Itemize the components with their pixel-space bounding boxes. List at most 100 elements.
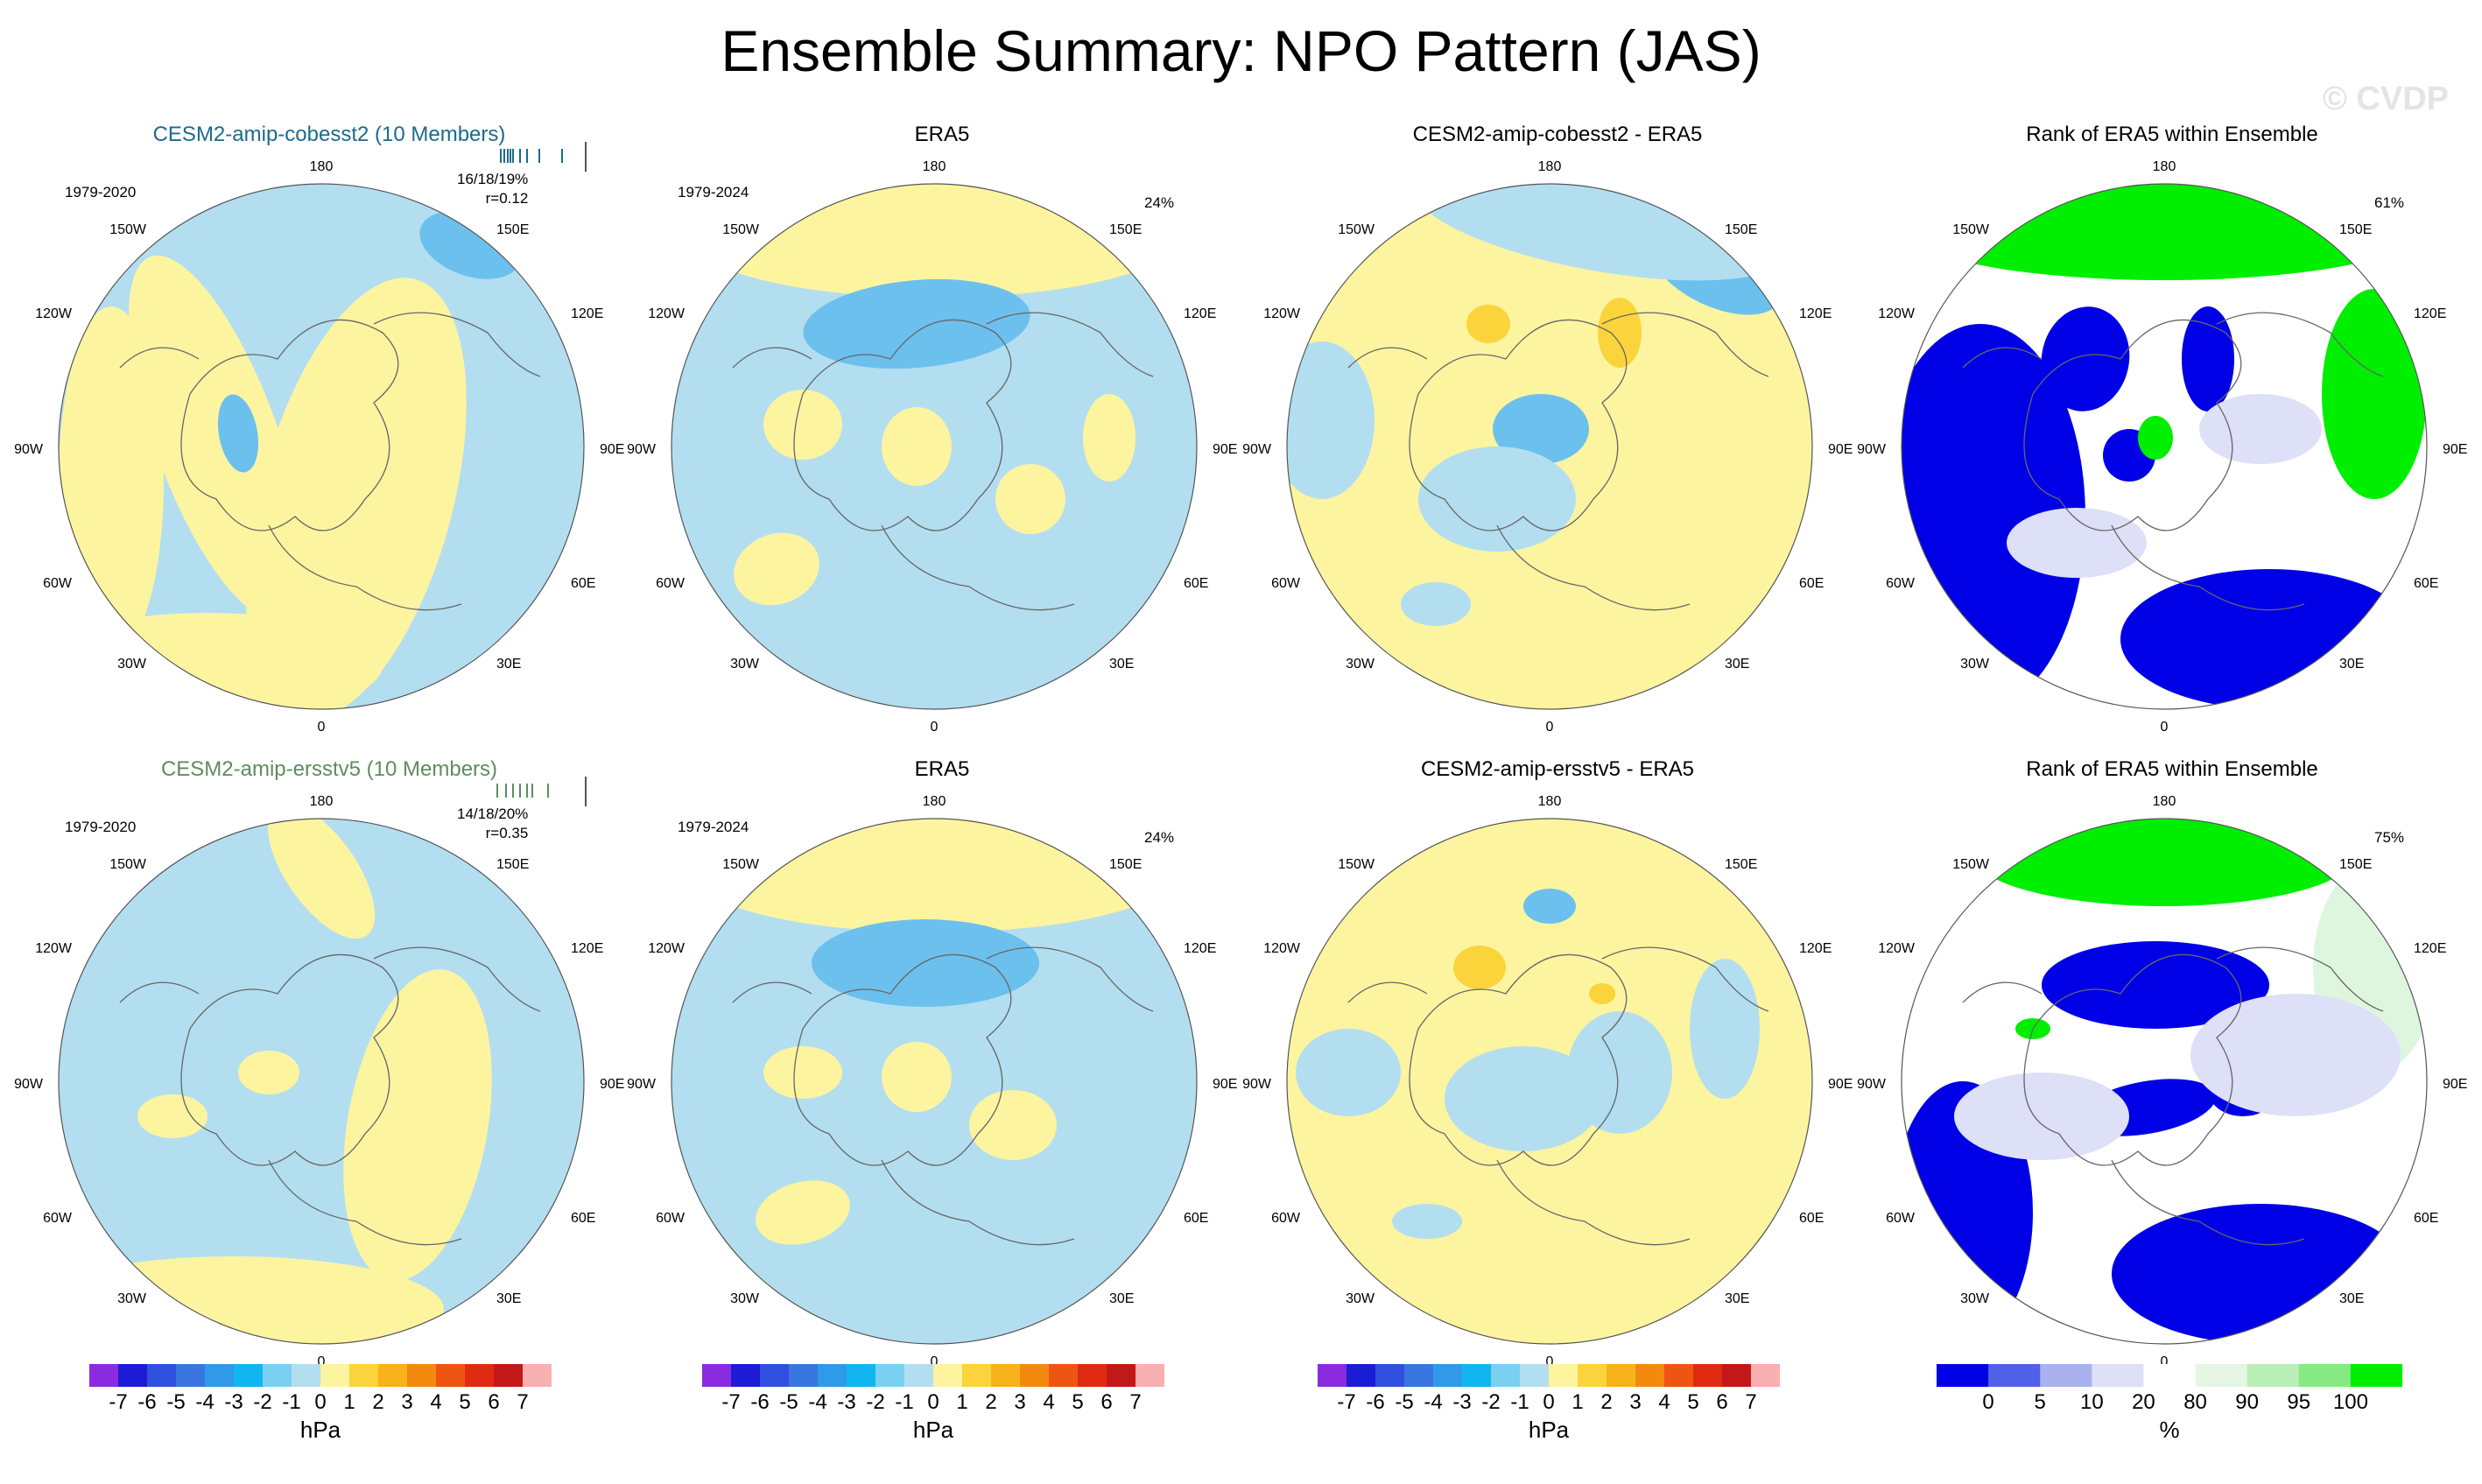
polar-map (671, 818, 1198, 1345)
colorbar-swatch (234, 1364, 264, 1387)
longitude-label: 90W (627, 442, 656, 457)
colorbar-tick-label: 3 (1014, 1390, 1026, 1414)
longitude-label: 150E (2339, 222, 2373, 237)
colorbar-swatch (760, 1364, 790, 1387)
contour-region (217, 394, 259, 473)
longitude-label: 150W (109, 222, 146, 237)
contour-region (1418, 447, 1576, 552)
colorbar-swatch (205, 1364, 235, 1387)
contour-region (2007, 508, 2147, 578)
longitude-label: 150W (722, 222, 759, 237)
longitude-label: 60W (1886, 1211, 1915, 1226)
map-panel-5: CESM2-amip-ersstv5 (10 Members) 180 0 150W 1… (14, 757, 639, 1484)
contour-region (1567, 1011, 1672, 1134)
colorbar-tick-label: 5 (1687, 1390, 1699, 1414)
coastline (180, 953, 399, 1166)
contour-region (803, 278, 1030, 369)
colorbar-tick-label: -3 (837, 1390, 856, 1414)
contour-region (2322, 289, 2427, 499)
longitude-label: 150E (496, 857, 530, 872)
colorbar-tick-label: 6 (1100, 1390, 1113, 1414)
colorbar-swatch (2040, 1364, 2092, 1387)
colorbar-tick-label: -3 (1452, 1390, 1472, 1414)
colorbar-tick-label: 5 (2034, 1390, 2046, 1414)
contour-region (1287, 341, 1375, 499)
coastline (1347, 946, 1769, 1246)
hpa-colorbar: -7 -6 -5 -4 -3 -2 -1 0 1 2 3 4 5 6 7 hPa (89, 1364, 552, 1443)
panel-title: ERA5 (914, 123, 970, 146)
longitude-label: 0 (1545, 1354, 1554, 1369)
colorbar-swatch (789, 1364, 819, 1387)
colorbar-swatch (494, 1364, 524, 1387)
coastline (1962, 946, 2384, 1246)
longitude-label: 30E (1109, 657, 1135, 672)
colorbar-tick-label: -5 (779, 1390, 798, 1414)
coastline (1409, 953, 1628, 1166)
longitude-label: 30E (2339, 1291, 2365, 1306)
contour-region (2041, 306, 2130, 411)
stats-correlation: r=0.35 (485, 825, 529, 841)
colorbar-swatch (1664, 1364, 1694, 1387)
contour-region (969, 1090, 1057, 1160)
longitude-label: 30W (1960, 1291, 1989, 1306)
longitude-label: 120E (2414, 941, 2447, 956)
colorbar-tick-label: 2 (1600, 1390, 1613, 1414)
polar-map (1286, 818, 1813, 1345)
colorbar-swatch (292, 1364, 321, 1387)
colorbar-tick-label: 0 (927, 1390, 939, 1414)
longitude-label: 90E (2443, 442, 2468, 457)
colorbar-tick-label: 3 (1629, 1390, 1642, 1414)
colorbar-swatch (1937, 1364, 1989, 1387)
longitude-label: 30E (496, 1291, 522, 1306)
colorbar-tick-label: 0 (1543, 1390, 1555, 1414)
colorbar-swatch (378, 1364, 408, 1387)
coastline (180, 319, 399, 531)
longitude-label: 150W (1338, 857, 1375, 872)
longitude-label: 60W (1886, 576, 1915, 591)
contour-region (1493, 394, 1589, 464)
coastline (732, 312, 1154, 611)
contour-region (1083, 394, 1136, 482)
colorbar-swatch (1049, 1364, 1079, 1387)
polar-map (58, 818, 585, 1345)
polar-map (1286, 183, 1813, 710)
longitude-label: 150W (1952, 857, 1989, 872)
colorbar-swatch (1607, 1364, 1636, 1387)
variance-percent: 61% (2374, 194, 2405, 211)
colorbar-unit: % (2159, 1417, 2180, 1443)
colorbar-swatch (1988, 1364, 2041, 1387)
colorbar-tick-label: 5 (459, 1390, 471, 1414)
colorbar-swatch (991, 1364, 1021, 1387)
contour-region (882, 407, 952, 486)
stats-percent: 14/18/20% (457, 805, 529, 822)
longitude-label: 60E (1799, 1211, 1825, 1226)
longitude-label: 30W (1346, 657, 1375, 672)
contour-region (1392, 1204, 1462, 1239)
longitude-label: 150E (2339, 857, 2373, 872)
coastline (2023, 319, 2242, 531)
colorbar-unit: hPa (1528, 1417, 1570, 1443)
longitude-label: 60E (2414, 576, 2439, 591)
longitude-label: 30W (730, 657, 759, 672)
longitude-label: 0 (317, 1354, 326, 1369)
longitude-label: 60E (2414, 1211, 2439, 1226)
polar-map (671, 183, 1198, 710)
contour-region (1598, 298, 1642, 368)
colorbar-swatch (436, 1364, 466, 1387)
panel-title: CESM2-amip-cobesst2 (10 Members) (152, 123, 506, 146)
period-label: 1979-2020 (65, 184, 137, 200)
colorbar-swatch (904, 1364, 934, 1387)
colorbar-unit: hPa (912, 1417, 954, 1443)
coastline (119, 946, 541, 1246)
longitude-label: 0 (1545, 720, 1554, 735)
longitude-label: 120E (1184, 306, 1217, 321)
longitude-label: 150W (722, 857, 759, 872)
colorbar-swatch (1520, 1364, 1550, 1387)
map-boundary (58, 183, 585, 710)
longitude-label: 180 (922, 159, 946, 174)
longitude-label: 0 (2160, 1354, 2169, 1369)
coastline (732, 946, 1154, 1246)
colorbar-swatch (320, 1364, 350, 1387)
longitude-label: 30W (117, 657, 146, 672)
coastline (1409, 319, 1628, 531)
